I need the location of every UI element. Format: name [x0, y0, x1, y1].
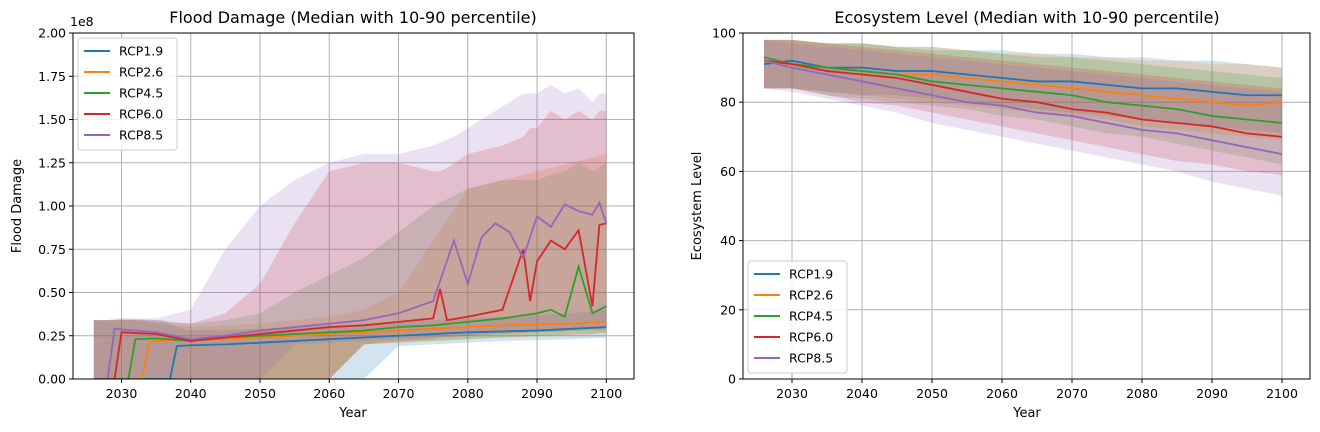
ecosystem-y-ticks: 0 20 40 60 80 100	[712, 26, 743, 387]
y-tick-label: 0	[728, 372, 736, 387]
x-tick-label: 2090	[521, 386, 553, 401]
band-rcp45	[93, 162, 607, 379]
legend-label: RCP8.5	[789, 351, 833, 366]
band-rcp85	[93, 84, 607, 379]
x-tick-label: 2050	[916, 386, 948, 401]
legend-label: RCP1.9	[789, 267, 833, 282]
ecosystem-y-axis-label: Ecosystem Level	[690, 152, 705, 261]
flood-legend: RCP1.9 RCP2.6 RCP4.5 RCP6.0 RCP8.5	[77, 37, 178, 151]
legend-label: RCP4.5	[789, 309, 833, 324]
legend-box	[77, 37, 178, 151]
y-tick-label: 1.00	[38, 199, 66, 214]
median-line-rcp26	[93, 321, 607, 379]
ecosystem-legend: RCP1.9 RCP2.6 RCP4.5 RCP6.0 RCP8.5	[747, 260, 848, 374]
median-line-rcp85	[93, 200, 608, 379]
ecosystem-median-lines	[763, 56, 1283, 155]
y-tick-label: 0.50	[38, 285, 66, 300]
y-tick-label: 1.75	[38, 69, 66, 84]
ecosystem-chart-title: Ecosystem Level (Median with 10-90 perce…	[834, 8, 1219, 27]
ecosystem-x-axis-label: Year	[1012, 406, 1041, 421]
y-tick-label: 1.50	[38, 112, 66, 127]
flood-chart-title: Flood Damage (Median with 10-90 percenti…	[169, 8, 536, 27]
median-line-rcp85	[763, 59, 1283, 155]
legend-label: RCP4.5	[119, 86, 163, 101]
x-tick-label: 2100	[590, 386, 622, 401]
ecosystem-percentile-bands	[764, 39, 1282, 196]
median-line-rcp45	[93, 263, 607, 379]
legend-label: RCP8.5	[119, 128, 163, 143]
x-tick-label: 2040	[846, 386, 878, 401]
x-tick-label: 2070	[1056, 386, 1088, 401]
x-tick-label: 2090	[1196, 386, 1228, 401]
x-tick-label: 2030	[776, 386, 808, 401]
ecosystem-level-chart: 2030 2040 2050 2060 2070 2080 2090 2100 0204060…	[690, 8, 1311, 421]
y-tick-label: 0.00	[38, 372, 66, 387]
x-tick-label: 2080	[1126, 386, 1158, 401]
flood-x-ticks: 2030 2040 2050 2060 2070 2080 2090 2100	[106, 379, 622, 401]
y-tick-label: 0.25	[38, 328, 66, 343]
y-tick-label: 60	[720, 164, 736, 179]
median-line-rcp60	[763, 59, 1283, 138]
flood-y-axis-label: Flood Damage	[10, 159, 25, 253]
legend-label: RCP6.0	[119, 107, 163, 122]
x-tick-label: 2030	[106, 386, 138, 401]
y-tick-label: 1.25	[38, 155, 66, 170]
band-rcp19	[764, 39, 1282, 134]
ecosystem-x-ticks: 2030 2040 2050 2060 2070 2080 2090 2100	[776, 379, 1298, 401]
y-tick-label: 80	[720, 95, 736, 110]
legend-label: RCP2.6	[119, 65, 163, 80]
ecosystem-grid	[743, 32, 1310, 380]
band-rcp85	[764, 39, 1282, 196]
legend-label: RCP1.9	[119, 44, 163, 59]
legend-label: RCP6.0	[789, 330, 833, 345]
x-tick-label: 2050	[244, 386, 276, 401]
median-line-rcp19	[763, 59, 1282, 97]
x-tick-label: 2100	[1266, 386, 1298, 401]
legend-label: RCP2.6	[789, 288, 833, 303]
x-tick-label: 2060	[313, 386, 345, 401]
x-tick-label: 2070	[383, 386, 415, 401]
x-tick-label: 2040	[175, 386, 207, 401]
y-tick-label: 2.00	[38, 26, 66, 41]
x-tick-label: 2080	[452, 386, 484, 401]
y-tick-label: 100	[712, 26, 736, 41]
flood-y-offset-label: 1e8	[70, 14, 94, 29]
median-line-rcp60	[93, 222, 607, 379]
median-line-rcp45	[763, 56, 1283, 124]
ecosystem-axes-frame	[742, 32, 1311, 380]
band-rcp60	[93, 110, 607, 379]
legend-box	[747, 260, 848, 374]
x-tick-label: 2060	[986, 386, 1018, 401]
flood-median-lines	[93, 200, 608, 379]
flood-y-ticks: 0.00 0.25 0.50 0.75 1.00 1.25 1.50 1.75 2.00	[38, 26, 73, 387]
y-tick-label: 0.75	[38, 242, 66, 257]
y-tick-label: 40	[720, 233, 736, 248]
flood-damage-chart: 2030 2040 2050 2060 2070 2080 2090 2100 0.00 0.2…	[10, 8, 635, 421]
flood-x-axis-label: Year	[338, 406, 367, 421]
y-tick-label: 20	[720, 302, 736, 317]
median-line-rcp19	[93, 326, 607, 379]
band-rcp26	[93, 154, 607, 379]
